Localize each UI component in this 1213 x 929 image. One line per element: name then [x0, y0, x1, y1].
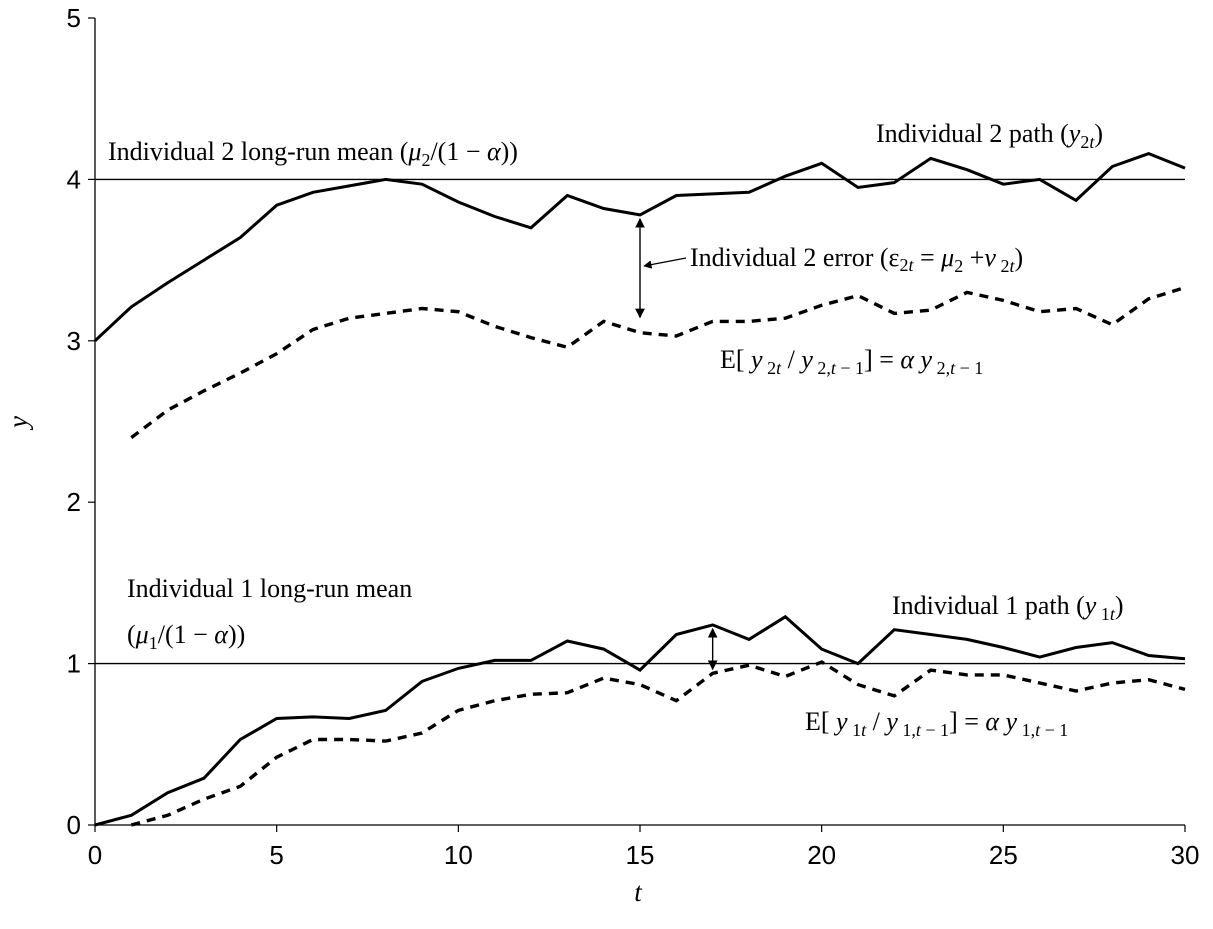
- y-axis-label: y: [3, 416, 33, 431]
- y-tick-label: 5: [67, 3, 81, 33]
- x-tick-label: 0: [88, 840, 102, 870]
- annotation-individual-1-long-run-mean-line2: (μ1/(1 − α)): [127, 620, 245, 653]
- series-line-2-dashed: [130, 285, 1186, 439]
- annotation-individual-2-path: Individual 2 path (y2t): [876, 119, 1103, 152]
- annotation-individual-1-path: Individual 1 path (y 1t): [892, 591, 1124, 624]
- annotation-individual-1-long-run-mean-line1: Individual 1 long-run mean: [127, 574, 412, 603]
- y-tick-label: 0: [67, 810, 81, 840]
- x-tick-label: 25: [989, 840, 1018, 870]
- annotation-individual-1-expectation: E[ y 1t / y 1,t − 1] = α y 1,t − 1: [805, 707, 1068, 740]
- y-tick-label: 3: [67, 326, 81, 356]
- error-2-pointer-arrow: [643, 257, 687, 269]
- annotation-individual-2-long-run-mean: Individual 2 long-run mean (μ2/(1 − α)): [108, 137, 518, 170]
- x-tick-label: 20: [807, 840, 836, 870]
- axis-ticks: 0 5 10 15 20 25 30 0 1 2 3 4 5: [67, 3, 1200, 870]
- x-axis-label: t: [634, 877, 643, 907]
- series-line-4-dashed: [130, 660, 1186, 827]
- x-tick-label: 30: [1171, 840, 1200, 870]
- series-layer: [93, 151, 1186, 827]
- x-tick-label: 15: [626, 840, 655, 870]
- annotation-individual-2-error: Individual 2 error (ε2t = μ2 +v 2t): [690, 243, 1023, 276]
- error-markers: [635, 217, 718, 671]
- y-tick-label: 4: [67, 164, 81, 194]
- x-tick-label: 5: [269, 840, 283, 870]
- y-tick-label: 2: [67, 487, 81, 517]
- series-line-1-solid: [93, 151, 1186, 342]
- series-line-3-solid: [94, 614, 1186, 827]
- y-tick-label: 1: [67, 649, 81, 679]
- x-tick-label: 10: [444, 840, 473, 870]
- reference-lines: [95, 178, 1185, 665]
- annotation-individual-2-expectation: E[ y 2t / y 2,t − 1] = α y 2,t − 1: [720, 345, 983, 378]
